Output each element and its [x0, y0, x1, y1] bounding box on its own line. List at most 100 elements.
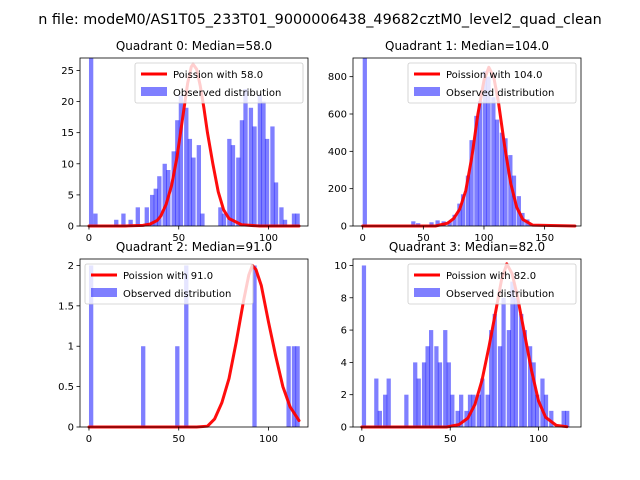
hist-bar: [413, 362, 418, 427]
hist-bar: [506, 330, 512, 427]
x-tick-label: 50: [417, 233, 430, 244]
hist-bar: [230, 145, 236, 226]
hist-bar: [264, 138, 270, 226]
x-tick-label: 100: [529, 434, 548, 445]
y-tick-label: 15: [61, 128, 74, 139]
hist-bar: [469, 140, 474, 226]
hist-bar: [447, 221, 452, 226]
hist-bar: [492, 313, 497, 427]
legend-box: [84, 263, 254, 305]
x-tick-label: 50: [172, 434, 185, 445]
hist-bar: [121, 213, 126, 226]
y-tick-label: 1: [68, 342, 74, 353]
hist-bar: [460, 194, 466, 226]
hist-bar: [411, 221, 416, 226]
hist-bar: [549, 410, 554, 427]
legend-label-observed: Observed distribution: [123, 289, 231, 300]
y-tick-label: 400: [328, 147, 347, 158]
y-tick-label: 10: [61, 159, 74, 170]
hist-bar: [477, 100, 483, 226]
chart-title: Quadrant 0: Median=58.0: [116, 39, 272, 53]
hist-bar: [295, 213, 300, 226]
legend-label-observed: Observed distribution: [173, 88, 281, 99]
y-tick-label: 1.5: [58, 301, 74, 312]
hist-bar: [503, 138, 508, 226]
hist-bar: [291, 213, 297, 226]
hist-bar: [465, 175, 471, 226]
hist-bar: [239, 120, 245, 226]
hist-bar: [282, 219, 288, 226]
legend-label-poisson: Poission with 58.0: [173, 70, 263, 81]
y-tick-label: 0: [341, 423, 347, 434]
hist-bar: [501, 297, 506, 427]
x-tick-label: 100: [259, 233, 278, 244]
hist-bar: [377, 410, 382, 427]
axes-frame: [352, 57, 582, 227]
hist-bar: [227, 138, 232, 226]
hist-bar: [273, 182, 279, 226]
hist-bar: [459, 394, 464, 427]
hist-bar: [162, 163, 167, 226]
hist-bar: [171, 151, 176, 226]
hist-bar: [429, 222, 434, 226]
hist-bar: [491, 97, 496, 226]
hist-bar: [443, 330, 448, 427]
hist-bar: [383, 394, 388, 427]
hist-bar: [279, 207, 284, 226]
legend-label-observed: Observed distribution: [446, 289, 554, 300]
y-tick-label: 0.5: [58, 382, 74, 393]
hist-bar: [494, 119, 500, 226]
hist-bar: [527, 346, 533, 427]
hist-bar: [437, 362, 443, 427]
hist-bar: [236, 157, 241, 226]
hist-bar: [450, 394, 455, 427]
hist-bar: [489, 330, 494, 427]
axes-frame: [79, 57, 309, 227]
hist-bar: [175, 346, 180, 427]
hist-bar: [540, 378, 545, 427]
x-tick-label: 150: [535, 233, 554, 244]
hist-bar: [531, 362, 536, 427]
hist-bar: [434, 346, 439, 427]
hist-bar: [270, 126, 275, 226]
y-tick-label: 600: [328, 110, 347, 121]
hist-bar: [178, 95, 184, 226]
chart-quadrant-1: 0 50 100 150 0 200 400 600 800 Quadrant 1: Median…: [328, 39, 582, 244]
legend: Poission with 91.0 Observed distribution: [84, 263, 254, 305]
legend: Poission with 82.0 Observed distribution: [407, 263, 577, 305]
legend-label-poisson: Poission with 104.0: [446, 70, 542, 81]
hist-bar: [135, 207, 140, 226]
y-tick-label: 6: [341, 326, 347, 337]
x-tick-label: 0: [359, 434, 365, 445]
hist-bar: [175, 120, 180, 226]
hist-bar: [362, 58, 367, 226]
hist-bar: [508, 155, 513, 226]
x-tick-label: 100: [259, 434, 278, 445]
hist-bar: [486, 76, 491, 226]
x-tick-label: 0: [360, 233, 366, 244]
x-tick-label: 50: [172, 233, 185, 244]
hist-bar: [184, 265, 189, 427]
y-tick-label: 5: [68, 190, 74, 201]
chart-title: Quadrant 1: Median=104.0: [385, 39, 549, 53]
legend-hist-swatch: [141, 87, 167, 96]
hist-bar: [252, 126, 257, 226]
hist-bar: [416, 378, 421, 427]
hist-bar: [510, 281, 515, 427]
legend-box: [407, 62, 577, 104]
x-tick-label: 50: [444, 434, 457, 445]
legend-label-poisson: Poission with 82.0: [446, 271, 536, 282]
hist-bar: [499, 132, 504, 226]
legend-hist-swatch: [414, 87, 440, 96]
hist-bar: [114, 219, 119, 226]
hist-bar: [221, 213, 227, 226]
hist-bar: [184, 107, 189, 226]
hist-bar: [404, 394, 409, 427]
y-tick-label: 8: [341, 293, 347, 304]
hist-bar: [482, 71, 488, 226]
y-tick-label: 25: [61, 66, 74, 77]
y-tick-label: 0: [341, 222, 347, 233]
hist-bar: [191, 157, 196, 226]
hist-bar: [561, 410, 566, 427]
hist-bar: [519, 313, 524, 427]
